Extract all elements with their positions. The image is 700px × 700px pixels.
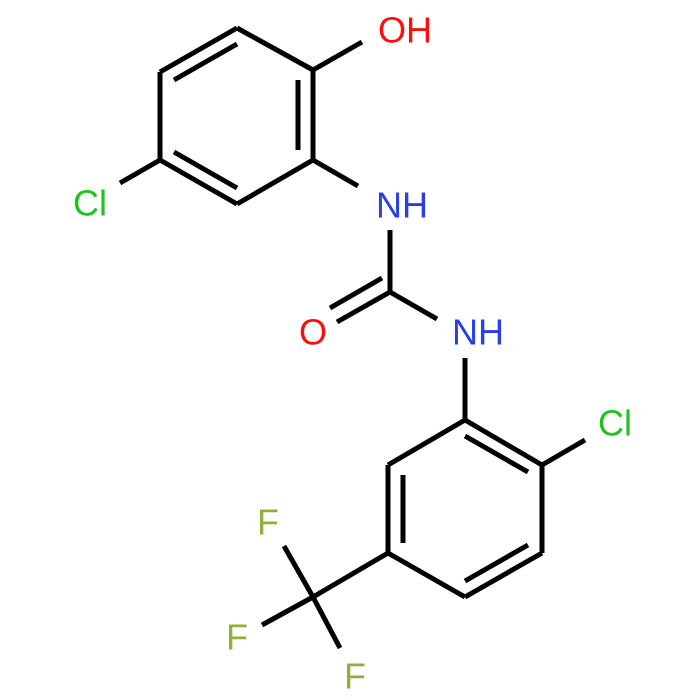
atom-label: NH	[452, 312, 504, 353]
bond	[311, 157, 360, 189]
bond	[158, 25, 239, 75]
bond	[335, 289, 392, 325]
bond	[540, 437, 587, 468]
atom-label: Cl	[598, 403, 632, 444]
bond	[311, 39, 364, 73]
bond	[463, 417, 544, 468]
bond	[235, 157, 315, 207]
bond	[386, 550, 467, 600]
bonds	[118, 25, 587, 650]
bond	[281, 544, 316, 599]
bond	[158, 157, 239, 207]
atom-label: F	[344, 656, 366, 697]
bond	[310, 595, 343, 650]
bond	[118, 157, 162, 186]
atom-label: O	[299, 312, 327, 353]
bond	[260, 594, 315, 628]
bond	[311, 550, 390, 600]
bond	[328, 275, 384, 311]
bond-inner	[463, 542, 530, 584]
bond-inner	[172, 41, 239, 83]
atom-label: F	[226, 617, 248, 658]
bond	[235, 25, 315, 73]
atom-label: F	[257, 502, 279, 543]
bond-inner	[463, 433, 530, 475]
atom-label: NH	[376, 185, 428, 226]
atom-label: Cl	[73, 183, 107, 224]
bond	[388, 289, 439, 322]
atom-label: OH	[378, 10, 432, 51]
bond	[386, 417, 467, 468]
bond	[463, 550, 544, 600]
bond-inner	[172, 149, 239, 191]
